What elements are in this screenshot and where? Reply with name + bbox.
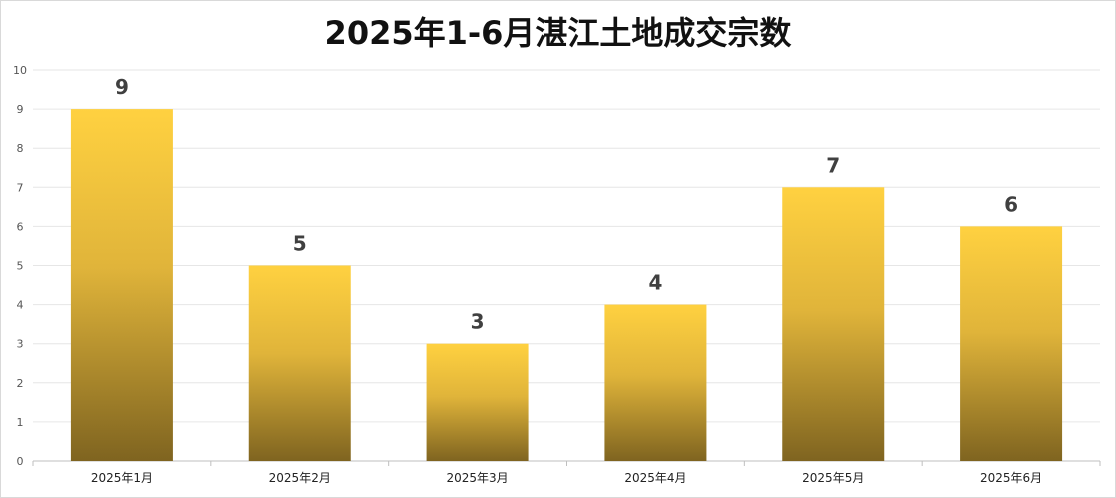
y-axis-ticks: 0 1 2 3 4 5 6 7 8 9 10 bbox=[13, 64, 27, 468]
y-tick-label: 9 bbox=[17, 103, 24, 116]
y-tick-label: 2 bbox=[17, 377, 24, 390]
bar-1 bbox=[70, 109, 173, 461]
y-tick-label: 0 bbox=[17, 455, 24, 468]
x-tick-label: 2025年5月 bbox=[802, 471, 864, 485]
gridlines bbox=[33, 69, 1100, 462]
x-axis-ticks: 2025年1月 2025年2月 2025年3月 2025年4月 2025年5月 2025年… bbox=[32, 461, 1101, 485]
y-tick-label: 6 bbox=[17, 220, 24, 233]
bars bbox=[70, 109, 1063, 462]
data-label: 7 bbox=[826, 153, 840, 177]
bar-2 bbox=[248, 265, 351, 461]
y-tick-label: 8 bbox=[17, 142, 24, 155]
data-labels: 9 5 3 4 7 6 bbox=[115, 75, 1018, 334]
x-tick-label: 2025年6月 bbox=[980, 471, 1042, 485]
x-tick-label: 2025年2月 bbox=[269, 471, 331, 485]
bar-6 bbox=[960, 226, 1063, 461]
chart-title: 2025年1-6月湛江土地成交宗数 bbox=[324, 14, 792, 52]
x-tick-label: 2025年3月 bbox=[446, 471, 508, 485]
bar-5 bbox=[782, 187, 885, 462]
y-tick-label: 10 bbox=[13, 64, 27, 77]
data-label: 4 bbox=[648, 271, 662, 295]
y-tick-label: 7 bbox=[17, 181, 24, 194]
y-tick-label: 3 bbox=[17, 338, 24, 351]
data-label: 5 bbox=[293, 232, 307, 256]
y-tick-label: 4 bbox=[17, 299, 24, 312]
data-label: 9 bbox=[115, 75, 129, 99]
data-label: 3 bbox=[471, 310, 485, 334]
data-label: 6 bbox=[1004, 192, 1018, 216]
y-tick-label: 5 bbox=[17, 260, 24, 273]
bar-3 bbox=[426, 343, 529, 461]
x-tick-label: 2025年4月 bbox=[624, 471, 686, 485]
bar-4 bbox=[604, 304, 707, 461]
x-tick-label: 2025年1月 bbox=[91, 471, 153, 485]
y-tick-label: 1 bbox=[17, 416, 24, 429]
